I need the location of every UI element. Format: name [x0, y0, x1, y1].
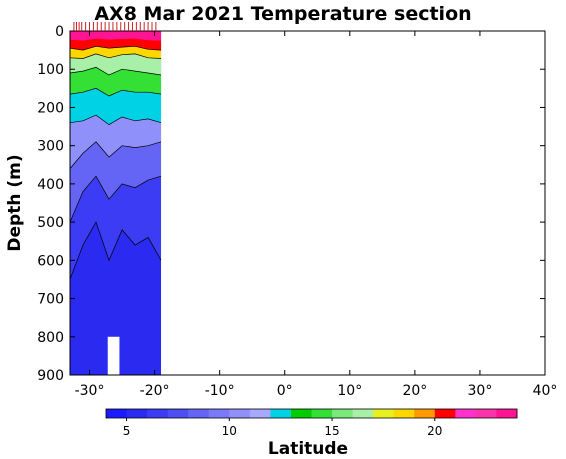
isotherm-8 [70, 175, 162, 223]
colorbar-swatch-8 [270, 409, 292, 418]
seafloor-gap [107, 336, 120, 375]
x-tick-label-7: 40° [533, 383, 558, 399]
x-axis-label: Latitude [268, 439, 348, 459]
x-axis-ticks: -30° -20° -10° 0° 10° 20° 30° 40° [75, 31, 558, 399]
y-tick-label-7: 700 [37, 292, 64, 308]
colorbar-swatch-5 [208, 409, 230, 418]
colorbar-swatch-3 [167, 409, 189, 418]
colorbar-frame [105, 408, 518, 419]
station-marks [73, 22, 157, 31]
x-tick-label-0: -30° [75, 383, 105, 399]
y-axis-label: Depth (m) [5, 154, 25, 251]
y-tick-label-4: 400 [37, 177, 64, 193]
colorbar-swatch-2 [147, 409, 169, 418]
y-tick-label-8: 800 [37, 330, 64, 346]
colorbar-swatch-10 [311, 409, 333, 418]
isotherm-6 [70, 221, 162, 280]
colorbar [105, 408, 518, 419]
colorbar-swatch-12 [352, 409, 374, 418]
colorbar-swatch-7 [249, 409, 271, 418]
colorbar-swatch-6 [229, 409, 251, 418]
isotherm-16 [70, 66, 162, 76]
chart-title: AX8 Mar 2021 Temperature section [94, 3, 472, 25]
colorbar-tick-label-3: 20 [427, 424, 442, 438]
colorbar-swatch-14 [393, 409, 415, 418]
colorbar-tick-label-2: 15 [324, 424, 339, 438]
colorbar-swatch-0 [106, 409, 128, 418]
isotherm-20 [70, 45, 162, 51]
colorbar-tick-label-1: 10 [222, 424, 237, 438]
colorbar-swatch-9 [290, 409, 312, 418]
x-tick-label-3: 0° [277, 383, 293, 399]
x-tick-label-1: -20° [140, 383, 170, 399]
section-data-layer [70, 31, 162, 375]
y-tick-label-2: 200 [37, 100, 64, 116]
y-tick-label-1: 100 [37, 62, 64, 78]
bathymetry-mask [107, 336, 120, 375]
colorbar-swatch-16 [434, 409, 456, 418]
isotherm-lines [70, 45, 162, 280]
colorbar-tick-label-0: 5 [123, 424, 131, 438]
colorbar-swatch-1 [126, 409, 148, 418]
colorbar-swatch-11 [332, 409, 354, 418]
y-tick-label-9: 900 [37, 368, 64, 384]
colorbar-ticks: 5 10 15 20 [123, 418, 442, 438]
axes-frame [69, 30, 546, 376]
y-tick-label-5: 500 [37, 215, 64, 231]
x-tick-label-2: -10° [205, 383, 235, 399]
y-tick-label-0: 0 [55, 24, 64, 40]
colorbar-swatch-13 [373, 409, 395, 418]
y-axis-ticks: 0 100 200 300 400 500 600 700 800 900 [37, 24, 545, 384]
colorbar-swatch-19 [496, 409, 518, 418]
colorbar-swatch-15 [414, 409, 436, 418]
colorbar-swatch-17 [455, 409, 477, 418]
x-tick-label-6: 30° [468, 383, 493, 399]
isotherm-18 [70, 53, 162, 59]
y-tick-label-6: 600 [37, 253, 64, 269]
x-tick-label-5: 20° [402, 383, 427, 399]
surface-warm-band [70, 31, 162, 41]
colorbar-swatch-18 [475, 409, 497, 418]
isotherm-12 [70, 114, 162, 126]
x-tick-label-4: 10° [337, 383, 362, 399]
colorbar-swatch-4 [188, 409, 210, 418]
isotherm-10 [70, 141, 162, 169]
isotherm-14 [70, 87, 162, 97]
y-tick-label-3: 300 [37, 139, 64, 155]
